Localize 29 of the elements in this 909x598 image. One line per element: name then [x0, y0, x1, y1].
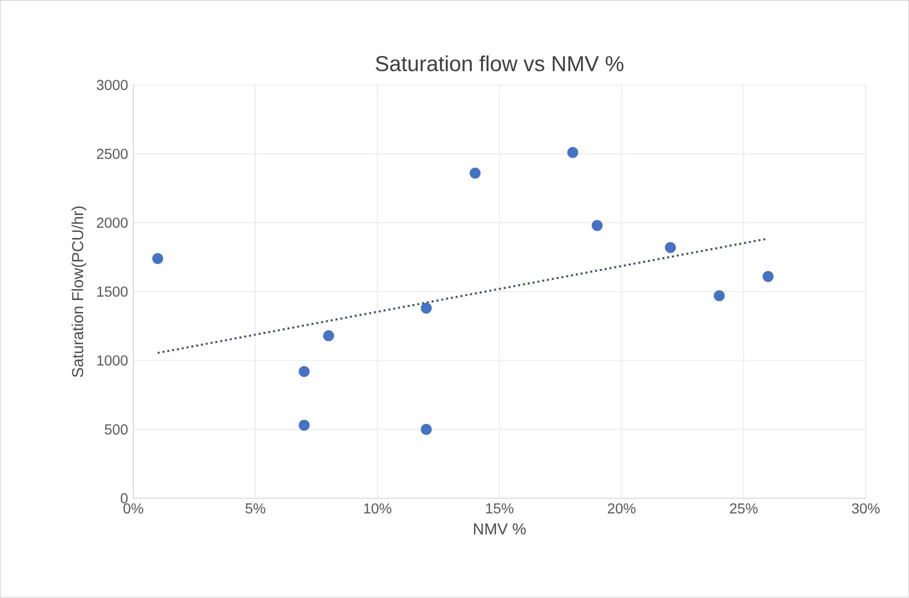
- point: [420, 302, 432, 314]
- y-tick-label: 500: [104, 424, 128, 435]
- y-tick-label: 2500: [96, 148, 128, 160]
- x-tick-label: 20%: [608, 504, 636, 514]
- y-tick-label: 1000: [97, 356, 128, 366]
- x-tick-label: 25%: [730, 504, 758, 514]
- x-tick-label: 5%: [246, 504, 266, 514]
- point: [152, 253, 164, 264]
- point: [470, 168, 481, 179]
- y-tick-label: 1500: [97, 286, 128, 297]
- y-axis-title: Saturation Flow(PCU/hr): [72, 206, 86, 378]
- point: [567, 147, 578, 158]
- point: [592, 220, 603, 232]
- point: [298, 366, 310, 378]
- point: [762, 271, 774, 282]
- x-tick-label: 10%: [364, 504, 392, 514]
- point: [420, 424, 432, 436]
- x-axis-title: NMV %: [474, 524, 526, 535]
- x-tick-label: 30%: [852, 504, 880, 514]
- point: [664, 242, 676, 254]
- y-tick-label: 2000: [96, 218, 128, 228]
- point: [323, 330, 334, 342]
- x-tick-label: 0%: [123, 504, 144, 514]
- y-tick-label: 3000: [96, 80, 128, 90]
- point: [714, 290, 725, 302]
- y-tick-label: 0: [120, 493, 128, 504]
- x-tick-label: 15%: [486, 504, 514, 514]
- chart-title: Saturation flow vs NMV %: [376, 56, 624, 72]
- point: [298, 420, 310, 431]
